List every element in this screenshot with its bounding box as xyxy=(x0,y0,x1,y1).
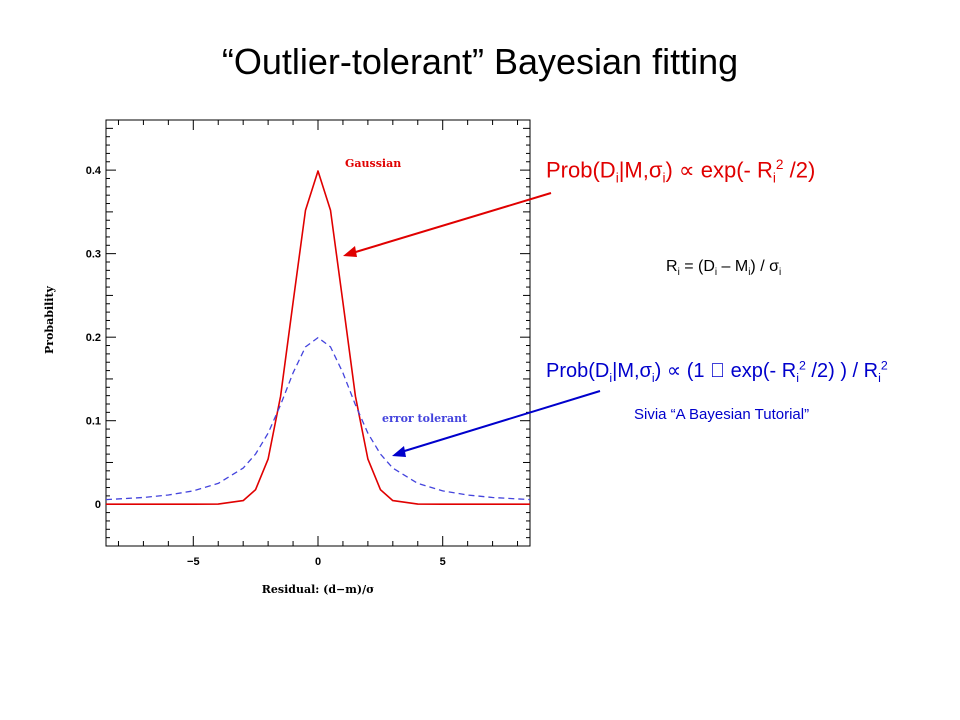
formula-subscript: i xyxy=(615,170,619,186)
formula-text: ) / σ xyxy=(750,258,779,275)
citation: Sivia “A Bayesian Tutorial” xyxy=(634,406,810,423)
formula-subscript: i xyxy=(878,371,881,385)
formula-subscript: i xyxy=(651,371,655,385)
y-tick-label: 0 xyxy=(95,499,101,511)
tick-labels: −5 0 5 0 0.1 0.2 0.3 0.4 xyxy=(86,165,446,568)
formula-subscript: i xyxy=(748,267,751,279)
arrow-error-tolerant xyxy=(397,390,601,454)
series-line-gaussian xyxy=(106,170,530,506)
residual-definition-formula: Ri = (Di – Mi) / σi xyxy=(666,258,781,278)
error-tolerant-likelihood-formula: Prob(Di|M,σi) ∝ (1  exp(- Ri2 /2) ) / R… xyxy=(546,358,888,385)
formula-text: |M,σ xyxy=(612,360,652,382)
formula-text: ) ∝ (1  exp(- R xyxy=(654,360,797,382)
x-tick-label: −5 xyxy=(187,556,200,568)
arrow-gaussian xyxy=(348,192,552,255)
formula-text: = (D xyxy=(679,258,715,275)
arrowhead-gaussian xyxy=(343,246,357,257)
series-line-error-tolerant xyxy=(105,336,531,501)
formula-text: ) ∝ exp(- R xyxy=(665,157,773,183)
plot-frame xyxy=(105,119,531,547)
formula-superscript: 2 xyxy=(799,358,806,372)
formula-subscript: i xyxy=(662,170,666,186)
formula-subscript: i xyxy=(714,267,718,279)
formula-superscript: 2 xyxy=(881,358,888,372)
formula-text: /2) ) / R xyxy=(785,360,878,382)
y-tick-label: 0.3 xyxy=(86,249,101,261)
gaussian-likelihood-formula: Prob(Di|M,σi) ∝ exp(- Ri2 /2) xyxy=(546,157,815,186)
x-axis-label: Residual: (d−m)/σ xyxy=(262,583,374,596)
arrowhead-error-tolerant xyxy=(392,446,406,457)
annotation-arrows xyxy=(343,192,601,457)
x-tick-label: 5 xyxy=(440,556,446,568)
formula-subscript: i xyxy=(609,371,613,385)
series-lines xyxy=(105,170,531,506)
y-tick-label: 0.4 xyxy=(86,165,102,177)
formula-text: – M xyxy=(717,258,749,275)
formula-subscript: i xyxy=(677,267,680,279)
formula-subscript: i xyxy=(778,267,782,279)
formula-text: |M,σ xyxy=(618,157,663,183)
formula-text: /2) xyxy=(783,157,816,183)
series-label-error-tolerant: error tolerant xyxy=(382,412,468,425)
y-tick-label: 0.2 xyxy=(86,332,101,344)
formula-superscript: 2 xyxy=(775,157,784,172)
slide-title: “Outlier-tolerant” Bayesian fitting xyxy=(221,41,739,82)
y-tick-label: 0.1 xyxy=(86,416,101,428)
formula-text: R xyxy=(666,258,678,275)
axis-ticks xyxy=(106,120,530,546)
formula-subscript: i xyxy=(796,371,799,385)
formula-text: Prob(D xyxy=(546,360,610,382)
formula-subscript: i xyxy=(772,170,776,186)
y-axis-label: Probability xyxy=(43,285,56,354)
x-tick-label: 0 xyxy=(315,556,321,568)
series-label-gaussian: Gaussian xyxy=(345,157,401,170)
formula-text: Prob(D xyxy=(546,157,616,183)
